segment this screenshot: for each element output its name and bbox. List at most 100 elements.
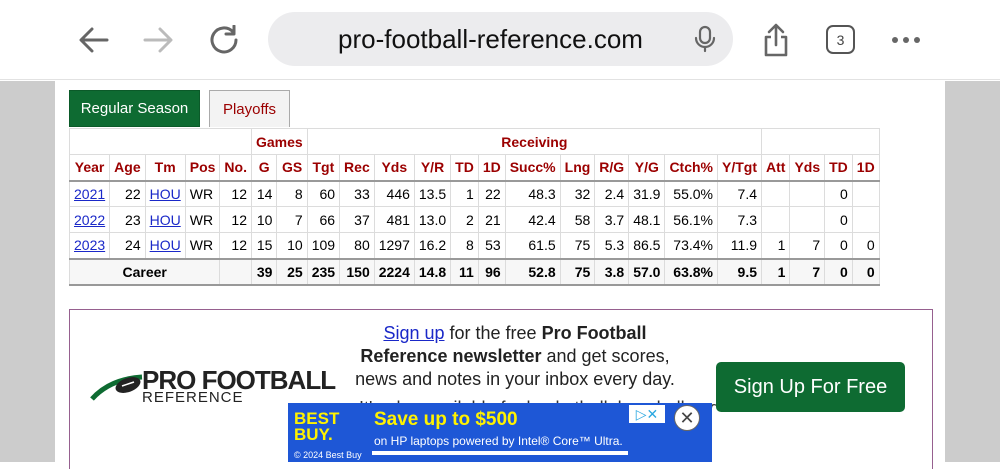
adchoices-icon[interactable]: ▷✕ — [629, 405, 665, 423]
table-cell: 481 — [373, 206, 415, 233]
column-header[interactable]: Yds — [373, 154, 415, 182]
more-dots-icon — [892, 37, 920, 43]
ad-banner[interactable]: BEST BUY. Save up to $500 on HP laptops … — [288, 403, 712, 462]
table-cell — [760, 180, 791, 207]
career-cell: 0 — [851, 257, 880, 286]
back-arrow-icon — [79, 27, 109, 53]
promo-brand: Pro Football Reference newsletter — [360, 323, 647, 366]
column-header[interactable]: Lng — [559, 154, 596, 182]
share-button[interactable] — [754, 18, 798, 62]
team-link[interactable]: HOU — [144, 180, 186, 207]
year-link[interactable]: 2023 — [68, 232, 111, 259]
column-header[interactable]: Rec — [339, 154, 375, 182]
table-cell: 10 — [250, 206, 278, 233]
table-cell: 48.3 — [504, 180, 561, 207]
microphone-icon[interactable] — [691, 25, 719, 53]
games-group-header: Games — [250, 128, 308, 155]
year-link[interactable]: 2022 — [68, 206, 111, 233]
back-button[interactable] — [72, 18, 116, 62]
table-cell: 8 — [276, 180, 308, 207]
url-text: pro-football-reference.com — [338, 24, 643, 54]
logo-sub-text: REFERENCE — [142, 389, 244, 406]
table-cell: 21 — [477, 206, 506, 233]
year-link[interactable]: 2021 — [68, 180, 111, 207]
team-link[interactable]: HOU — [144, 232, 186, 259]
ad-headline: Save up to $500 — [374, 409, 518, 430]
table-cell: 11.9 — [717, 232, 762, 259]
column-header[interactable]: No. — [219, 154, 252, 182]
table-cell: 2.4 — [594, 180, 630, 207]
table-cell: 446 — [373, 180, 415, 207]
table-row: 2023 24 HOU WR 12 15 10 109 80 1297 16.2 8 53 61.5 75 5… — [68, 232, 880, 259]
reload-button[interactable] — [202, 18, 246, 62]
column-header[interactable]: TD — [824, 154, 853, 182]
ad-progress-bar — [372, 451, 628, 455]
career-cell: 2224 — [373, 257, 415, 286]
table-cell: 13.0 — [413, 206, 452, 233]
column-header[interactable]: Age — [109, 154, 146, 182]
table-cell: 1 — [760, 232, 791, 259]
table-cell: 5.3 — [594, 232, 630, 259]
table-cell: WR — [184, 232, 221, 259]
table-cell: 66 — [306, 206, 341, 233]
table-cell: 10 — [276, 232, 308, 259]
tab-playoffs[interactable]: Playoffs — [209, 90, 290, 127]
column-header[interactable]: Tm — [144, 154, 186, 182]
table-cell: 1297 — [373, 232, 415, 259]
table-cell: 48.1 — [628, 206, 666, 233]
bestbuy-logo-line1: BEST — [294, 409, 340, 428]
table-cell: 86.5 — [628, 232, 666, 259]
signup-link[interactable]: Sign up — [383, 323, 445, 343]
table-cell: 7.3 — [717, 206, 762, 233]
table-cell — [851, 180, 880, 207]
column-header[interactable]: 1D — [851, 154, 880, 182]
career-row: Career 39 25 235 150 2224 14.8 11 96 52.8 75 3.8 57.… — [68, 257, 880, 286]
table-cell: 61.5 — [504, 232, 561, 259]
reload-icon — [210, 25, 238, 54]
column-header[interactable]: Y/R — [413, 154, 452, 182]
blank-group-header — [69, 128, 252, 155]
column-header[interactable]: Yds — [789, 154, 826, 182]
receiving-group-header: Receiving — [306, 128, 763, 155]
career-cell: 1 — [760, 257, 791, 286]
table-cell: 73.4% — [664, 232, 718, 259]
column-header[interactable]: GS — [276, 154, 308, 182]
table-cell: 58 — [559, 206, 596, 233]
column-header[interactable]: Year — [68, 154, 111, 182]
column-header[interactable]: Succ% — [504, 154, 561, 182]
column-header[interactable]: 1D — [477, 154, 506, 182]
table-cell: 1 — [450, 180, 479, 207]
table-cell — [851, 206, 880, 233]
newsletter-promo: PRO FOOTBALL REFERENCE Sign up for the f… — [69, 309, 933, 469]
address-bar[interactable]: pro-football-reference.com — [268, 12, 733, 66]
table-cell: 2 — [450, 206, 479, 233]
table-cell: 0 — [824, 180, 853, 207]
share-icon — [764, 23, 788, 57]
team-link[interactable]: HOU — [144, 206, 186, 233]
career-cell: 235 — [306, 257, 341, 286]
page-viewport: Regular Season Playoffs Games Receiving … — [0, 81, 1000, 469]
column-header[interactable]: Att — [760, 154, 791, 182]
column-header[interactable]: Pos — [184, 154, 221, 182]
more-menu-button[interactable] — [884, 18, 928, 62]
table-cell: 0 — [851, 232, 880, 259]
table-cell: 56.1% — [664, 206, 718, 233]
column-header[interactable]: TD — [450, 154, 479, 182]
column-header[interactable]: Y/G — [628, 154, 666, 182]
football-swoosh-icon — [90, 374, 143, 401]
table-cell: WR — [184, 180, 221, 207]
column-header[interactable]: R/G — [594, 154, 630, 182]
tab-regular-season[interactable]: Regular Season — [69, 90, 200, 127]
forward-button[interactable] — [136, 18, 180, 62]
table-cell: 33 — [339, 180, 375, 207]
table-over-header: Games Receiving — [69, 128, 880, 155]
career-label: Career — [68, 257, 221, 286]
sign-up-button[interactable]: Sign Up For Free — [716, 362, 905, 412]
column-header[interactable]: Tgt — [306, 154, 341, 182]
ad-close-button[interactable]: ✕ — [674, 405, 700, 431]
tab-switcher-button[interactable]: 3 — [826, 25, 855, 54]
column-header[interactable]: Ctch% — [664, 154, 718, 182]
column-header[interactable]: Y/Tgt — [717, 154, 762, 182]
column-header[interactable]: G — [250, 154, 278, 182]
table-cell: 37 — [339, 206, 375, 233]
